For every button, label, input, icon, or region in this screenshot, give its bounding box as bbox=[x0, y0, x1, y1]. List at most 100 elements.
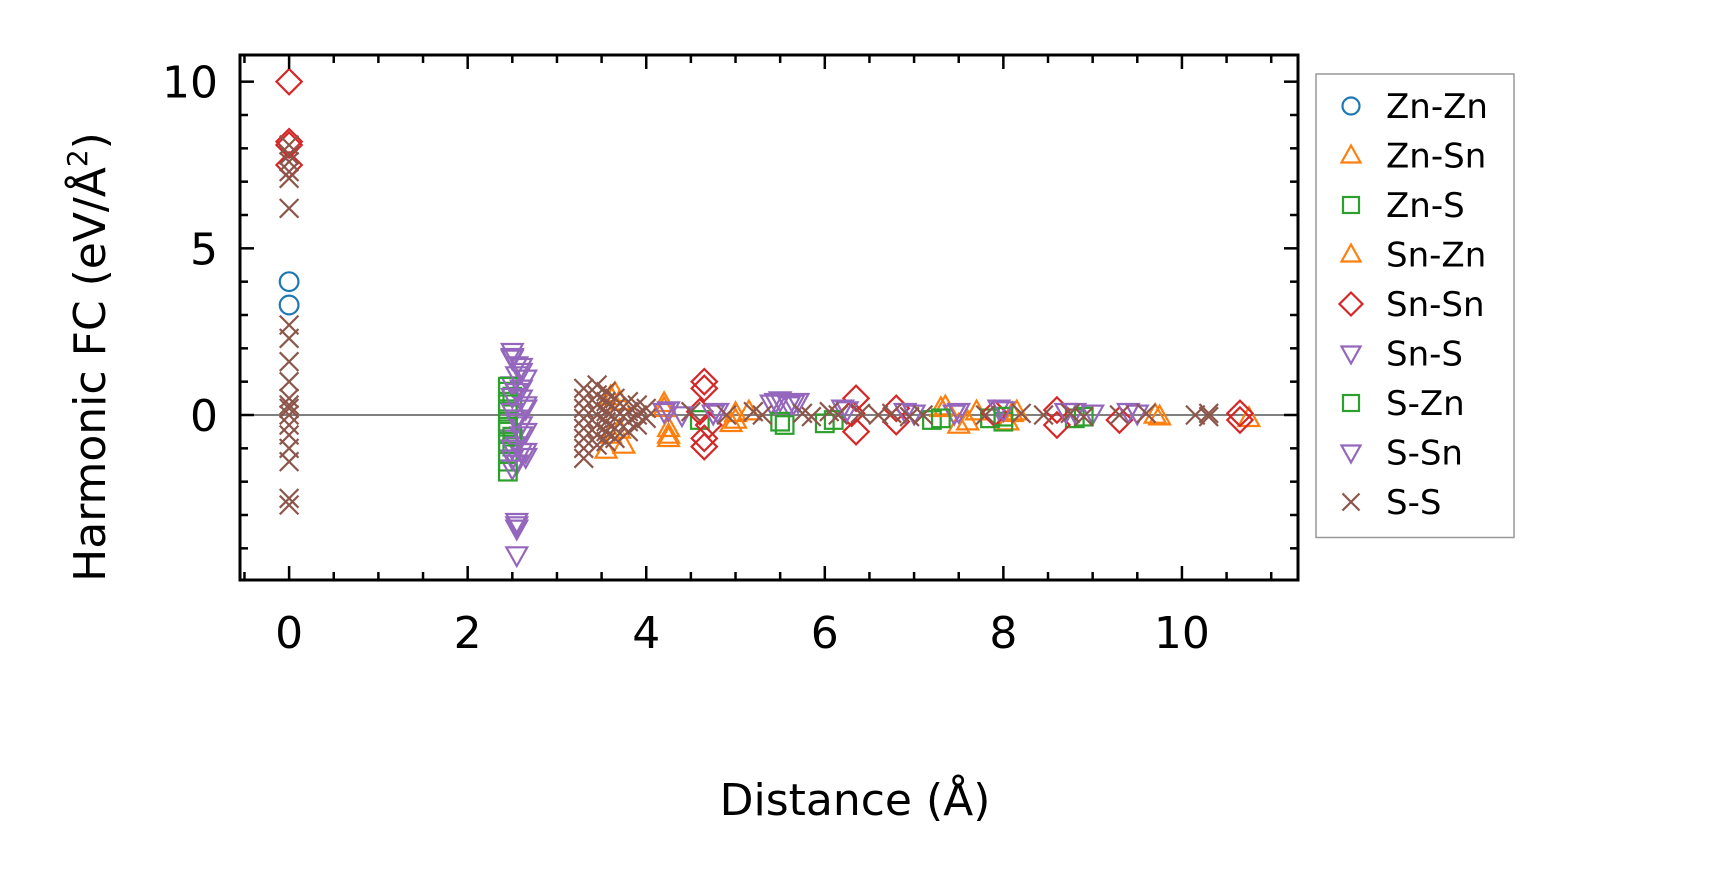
data-point bbox=[504, 366, 530, 389]
data-point bbox=[499, 387, 525, 410]
data-point bbox=[774, 415, 795, 435]
data-point bbox=[278, 494, 300, 516]
legend-label: Zn-S bbox=[1386, 186, 1465, 226]
data-point bbox=[595, 381, 617, 402]
legend-marker bbox=[1341, 96, 1361, 116]
y-tick-label: 5 bbox=[190, 224, 218, 275]
legend: Zn-Zn Zn-Sn Zn-S Sn-Zn Sn-Sn Sn-S S-Zn S-Sn S-S bbox=[1315, 73, 1515, 539]
data-point bbox=[604, 418, 626, 439]
data-point bbox=[892, 402, 918, 425]
x-tick-label: 0 bbox=[275, 608, 303, 659]
data-point bbox=[504, 546, 530, 569]
x-tick-label: 8 bbox=[989, 608, 1017, 659]
data-point bbox=[278, 371, 300, 392]
x-axis-title: Distance (Å) bbox=[720, 773, 991, 826]
data-point bbox=[841, 384, 871, 413]
legend-marker bbox=[1341, 492, 1361, 512]
data-point bbox=[587, 374, 608, 396]
data-point bbox=[975, 404, 996, 426]
data-point bbox=[573, 378, 594, 399]
data-point bbox=[1105, 405, 1134, 435]
series-s-s bbox=[278, 134, 1219, 516]
data-point bbox=[785, 392, 811, 415]
data-point bbox=[504, 512, 530, 535]
data-point bbox=[278, 271, 300, 293]
legend-entry: Zn-Sn bbox=[1339, 137, 1486, 177]
legend-marker bbox=[1339, 242, 1363, 263]
legend-marker bbox=[1341, 393, 1361, 413]
legend-label: Sn-S bbox=[1386, 335, 1463, 375]
data-point bbox=[274, 130, 304, 160]
data-point bbox=[278, 144, 300, 166]
data-point bbox=[1116, 402, 1141, 425]
legend-marker bbox=[1339, 345, 1363, 366]
data-point bbox=[656, 415, 681, 438]
y-axis-title: Harmonic FC (eV/Å2) bbox=[61, 132, 116, 582]
data-point bbox=[1198, 406, 1219, 427]
data-point bbox=[513, 447, 539, 470]
data-point bbox=[499, 449, 525, 472]
legend-label: S-S bbox=[1386, 483, 1441, 523]
data-point bbox=[930, 408, 951, 429]
data-point bbox=[690, 367, 719, 396]
data-point bbox=[278, 134, 300, 156]
data-point bbox=[504, 412, 530, 435]
data-point bbox=[604, 428, 626, 449]
data-point bbox=[1011, 403, 1032, 424]
data-point bbox=[1136, 403, 1157, 424]
data-point bbox=[278, 394, 300, 416]
data-point bbox=[1080, 404, 1105, 427]
data-point bbox=[716, 404, 737, 426]
x-tick-label: 2 bbox=[454, 608, 482, 659]
data-points bbox=[240, 67, 1298, 569]
data-point bbox=[912, 404, 934, 426]
data-point bbox=[278, 414, 300, 436]
data-point bbox=[690, 374, 719, 403]
data-point bbox=[1073, 406, 1094, 427]
legend-marker bbox=[1341, 195, 1361, 215]
data-point bbox=[1198, 403, 1219, 424]
data-point bbox=[1225, 399, 1255, 428]
data-point bbox=[504, 516, 530, 539]
data-point bbox=[278, 351, 300, 372]
y-tick-label: 10 bbox=[162, 58, 218, 109]
data-point bbox=[508, 426, 534, 449]
legend-entry: S-S bbox=[1341, 483, 1441, 523]
legend-marker bbox=[1339, 143, 1363, 164]
legend-label: S-Sn bbox=[1386, 434, 1463, 474]
y-axis-title-close: ) bbox=[65, 132, 116, 149]
data-point bbox=[278, 294, 300, 316]
data-point bbox=[274, 67, 304, 96]
data-point bbox=[991, 401, 1016, 424]
x-tick-label: 10 bbox=[1154, 608, 1210, 659]
data-point bbox=[618, 421, 639, 442]
legend-marker bbox=[1337, 290, 1365, 318]
data-point bbox=[278, 168, 300, 189]
legend-marker bbox=[1339, 444, 1363, 465]
data-point bbox=[1147, 403, 1172, 426]
data-point bbox=[636, 408, 657, 429]
data-point bbox=[651, 402, 677, 425]
y-axis-title-superscript: 2 bbox=[61, 149, 94, 167]
legend-entry: Sn-S bbox=[1339, 335, 1463, 375]
data-point bbox=[830, 399, 855, 422]
y-axis-title-main: Harmonic FC (eV/Å bbox=[63, 167, 116, 582]
data-point bbox=[278, 404, 300, 426]
data-point bbox=[841, 417, 871, 446]
data-point bbox=[1033, 404, 1054, 426]
data-point bbox=[278, 451, 300, 472]
data-point bbox=[828, 404, 849, 426]
data-point bbox=[705, 402, 730, 425]
legend-label: Zn-Sn bbox=[1386, 137, 1486, 177]
data-point bbox=[680, 401, 702, 422]
data-point bbox=[850, 403, 871, 424]
data-point bbox=[656, 421, 681, 444]
data-point bbox=[513, 399, 539, 422]
data-point bbox=[278, 388, 300, 409]
data-point bbox=[946, 402, 972, 425]
data-point bbox=[690, 432, 719, 461]
data-point bbox=[881, 403, 902, 424]
legend-label: Zn-Zn bbox=[1386, 87, 1488, 127]
x-tick-label: 4 bbox=[632, 608, 660, 659]
